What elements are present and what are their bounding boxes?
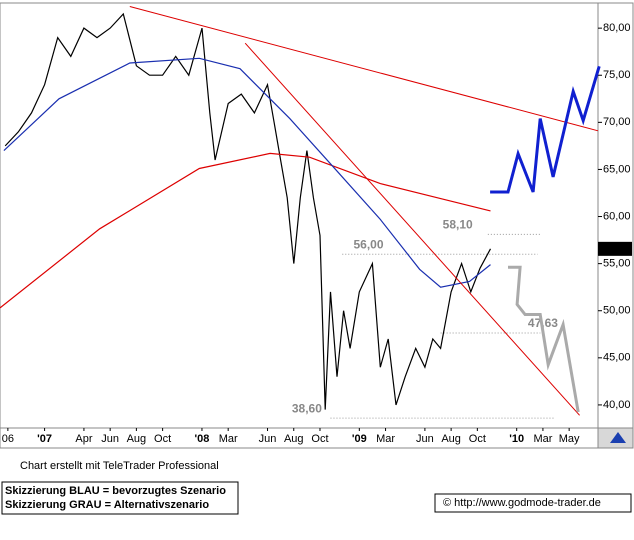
credit: Chart erstellt mit TeleTrader Profession… — [20, 460, 219, 472]
source-box — [434, 493, 632, 513]
x-tick-label: Mar — [533, 433, 552, 445]
note: Skizzierung GRAU = Alternativszenario — [5, 499, 209, 511]
series-line — [244, 42, 580, 416]
x-tick-label: Oct — [469, 433, 486, 445]
level-label: 58,10 — [443, 218, 473, 232]
x-tick-label: 06 — [2, 433, 14, 445]
x-tick-label: '09 — [352, 433, 367, 445]
x-tick-label: Aug — [127, 433, 147, 445]
source: © http://www.godmode-trader.de — [443, 497, 601, 509]
series-line — [0, 152, 491, 309]
y-tick-label: 50,00 — [603, 305, 631, 317]
x-tick-label: Aug — [284, 433, 304, 445]
y-tick-label: 80,00 — [603, 22, 631, 34]
last-price-label: 56,57 — [601, 243, 629, 255]
y-axis-frame — [597, 2, 634, 429]
y-tick-label: 70,00 — [603, 116, 631, 128]
level-label: 56,00 — [353, 237, 383, 251]
x-tick-label: Apr — [75, 433, 92, 445]
y-tick-label: 40,00 — [603, 399, 631, 411]
notes-box — [1, 481, 239, 515]
y-tick-label: 75,00 — [603, 69, 631, 81]
y-tick-label: 45,00 — [603, 352, 631, 364]
y-tick-label: 55,00 — [603, 258, 631, 270]
last-price-box — [598, 241, 632, 256]
x-tick-label: '10 — [509, 433, 524, 445]
level-label: 38,60 — [292, 401, 322, 415]
series-line — [129, 6, 599, 132]
x-tick-label: Jun — [259, 433, 277, 445]
series-line — [4, 12, 492, 410]
note: Skizzierung BLAU = bevorzugtes Szenario — [5, 485, 226, 497]
x-tick-label: Aug — [441, 433, 461, 445]
x-tick-label: '08 — [195, 433, 210, 445]
series-line — [508, 265, 580, 413]
x-tick-label: Oct — [154, 433, 171, 445]
x-tick-label: Jun — [101, 433, 119, 445]
x-tick-label: May — [559, 433, 580, 445]
x-tick-label: Mar — [219, 433, 238, 445]
series-line — [3, 57, 491, 288]
x-tick-label: Mar — [376, 433, 395, 445]
y-tick-label: 65,00 — [603, 163, 631, 175]
x-tick-label: Jun — [416, 433, 434, 445]
corner-icon — [610, 432, 626, 443]
series-line — [490, 65, 601, 194]
y-tick-label: 60,00 — [603, 210, 631, 222]
x-tick-label: '07 — [37, 433, 52, 445]
x-tick-label: Oct — [311, 433, 328, 445]
